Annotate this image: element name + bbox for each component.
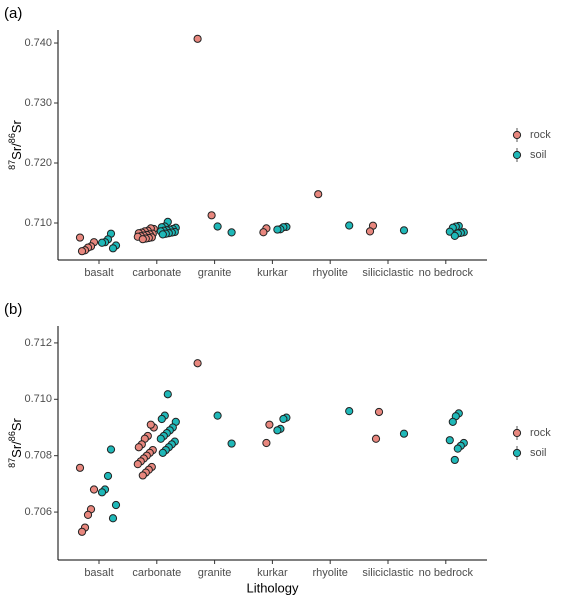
panel-label: (b)	[4, 301, 22, 318]
x-tick-label: siliciclastic	[362, 267, 414, 279]
x-tick-label: basalt	[84, 567, 113, 579]
x-tick-label: rhyolite	[312, 567, 347, 579]
y-axis-label-part: Sr	[9, 120, 24, 134]
point	[97, 238, 107, 247]
point	[314, 190, 323, 199]
y-axis-label-part: 87	[7, 160, 17, 170]
point	[103, 471, 113, 481]
point	[213, 411, 222, 420]
point	[157, 414, 166, 424]
point	[450, 455, 459, 465]
x-tick-label: granite	[198, 267, 232, 279]
legend-key	[512, 130, 522, 140]
x-tick-label: rhyolite	[312, 267, 347, 279]
point	[156, 434, 165, 443]
point	[89, 485, 99, 494]
y-tick-label: 0.712	[24, 337, 52, 349]
point	[345, 221, 354, 230]
y-axis-label: 87Sr/86Sr	[7, 120, 24, 170]
x-tick-label: no bedrock	[419, 567, 474, 579]
point	[445, 436, 454, 445]
point	[108, 514, 118, 523]
point	[75, 463, 85, 472]
legend-label: soil	[530, 447, 547, 459]
point	[259, 228, 268, 237]
point	[134, 443, 143, 452]
legend-key	[512, 428, 522, 438]
point	[262, 438, 271, 448]
point	[399, 226, 409, 235]
point	[158, 448, 167, 457]
point	[227, 439, 236, 448]
x-tick-label: basalt	[84, 267, 113, 279]
panel-label: (a)	[4, 5, 22, 22]
point	[227, 228, 236, 237]
point	[77, 247, 87, 256]
point	[365, 227, 375, 236]
y-tick-label: 0.710	[24, 393, 52, 405]
point	[273, 225, 282, 234]
point	[213, 222, 222, 231]
y-axis-label-part: 86	[7, 133, 17, 143]
point	[279, 414, 288, 424]
point	[193, 34, 202, 43]
y-tick-label: 0.706	[24, 506, 52, 518]
point	[207, 211, 216, 220]
point	[453, 444, 462, 453]
point	[450, 231, 459, 240]
point	[448, 417, 457, 426]
legend-key	[512, 448, 522, 458]
y-axis-label-part: 87	[7, 458, 17, 468]
x-tick-label: carbonate	[132, 267, 181, 279]
point	[138, 235, 147, 244]
point	[273, 426, 282, 435]
legend-label: rock	[530, 129, 551, 141]
y-axis-label: 87Sr/86Sr	[7, 418, 24, 468]
legend-key	[512, 150, 522, 160]
x-tick-label: kurkar	[257, 267, 288, 279]
y-tick-label: 0.730	[24, 97, 52, 109]
x-axis-label: Lithology	[246, 580, 299, 595]
legend-label: soil	[530, 149, 547, 161]
point	[77, 527, 87, 536]
x-tick-label: carbonate	[132, 567, 181, 579]
point	[108, 244, 118, 253]
y-axis-label-part: Sr	[9, 418, 24, 432]
x-tick-label: no bedrock	[419, 267, 474, 279]
point	[75, 233, 85, 242]
point	[163, 390, 172, 399]
point	[399, 429, 409, 438]
y-axis-label-part: 86	[7, 431, 17, 441]
y-tick-label: 0.720	[24, 157, 52, 169]
y-axis-label-part: Sr/	[9, 143, 24, 160]
point	[97, 488, 107, 497]
y-tick-label: 0.708	[24, 450, 52, 462]
point	[106, 445, 116, 454]
y-tick-label: 0.740	[24, 37, 52, 49]
point	[193, 359, 202, 368]
point	[371, 434, 381, 443]
legend-label: rock	[530, 427, 551, 439]
x-tick-label: kurkar	[257, 567, 288, 579]
x-tick-label: granite	[198, 567, 232, 579]
x-tick-label: siliciclastic	[362, 567, 414, 579]
point	[138, 471, 147, 480]
point	[83, 510, 93, 519]
point	[265, 420, 274, 429]
point	[133, 460, 142, 469]
point	[111, 500, 121, 510]
point	[345, 407, 354, 416]
point	[146, 420, 155, 429]
y-tick-label: 0.710	[24, 217, 52, 229]
point	[374, 407, 384, 417]
point	[158, 230, 167, 239]
y-axis-label-part: Sr/	[9, 441, 24, 458]
